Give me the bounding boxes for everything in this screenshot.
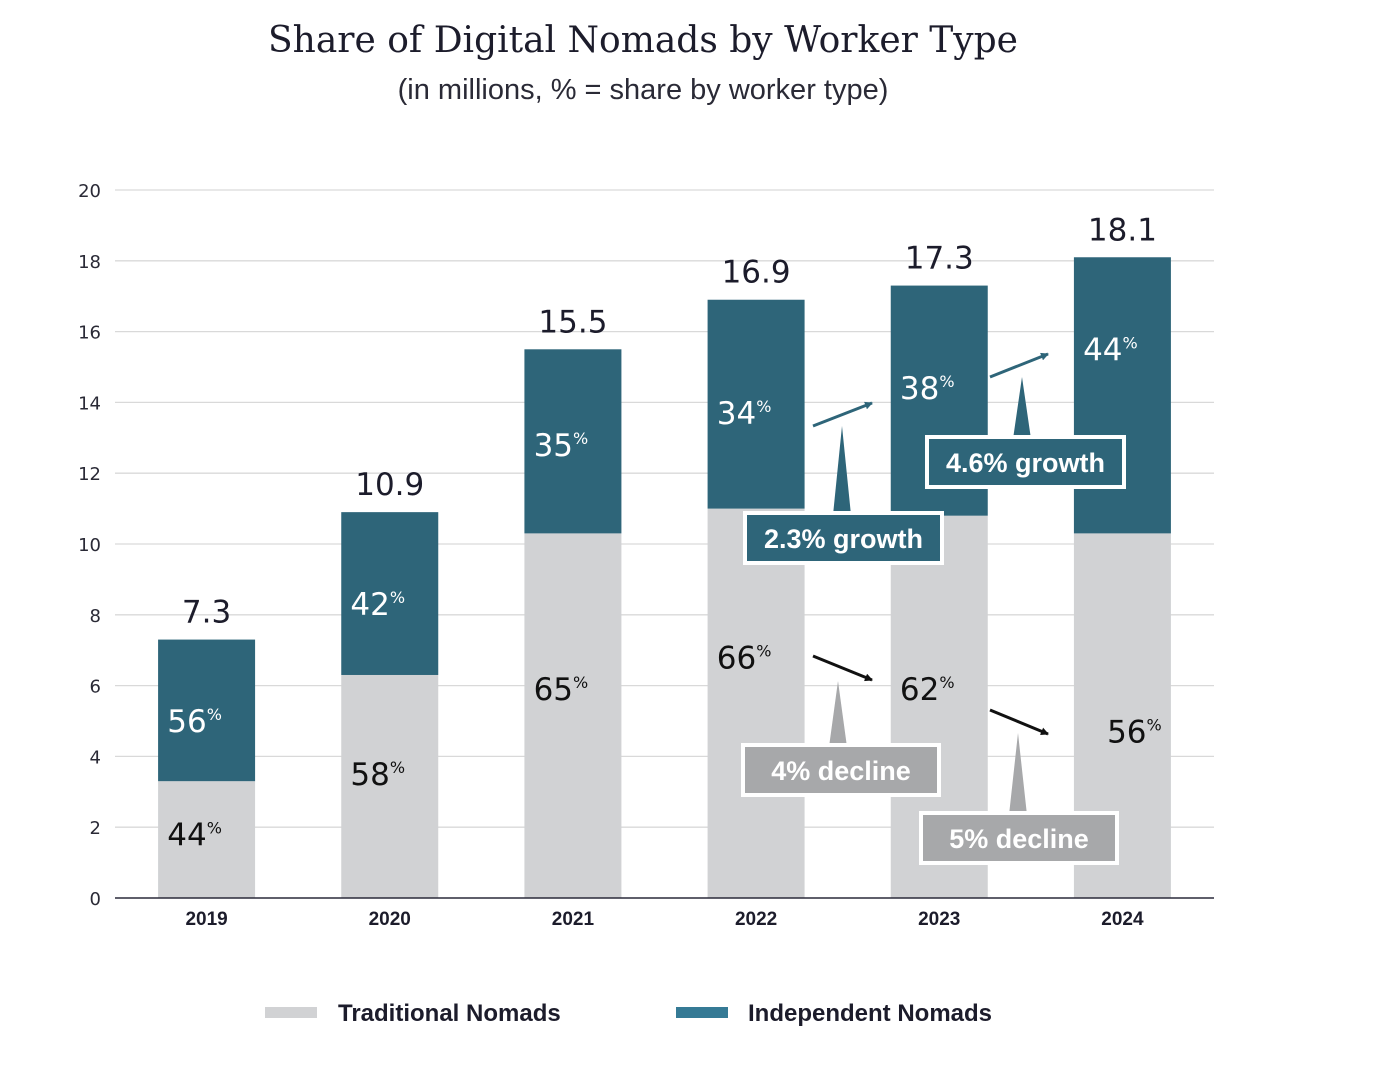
total-label: 10.9	[355, 467, 424, 503]
callout-pointer	[829, 681, 847, 747]
total-label: 7.3	[182, 595, 231, 631]
callout-box	[743, 511, 944, 565]
x-tick-label: 2023	[918, 909, 960, 930]
total-label: 18.1	[1088, 212, 1157, 248]
bar-independent-2019	[158, 639, 256, 782]
growth-callout: 2.3% growth	[743, 426, 944, 565]
decline-callout: 5% decline	[919, 733, 1119, 865]
legend-swatch-independent	[676, 1007, 728, 1018]
chart-title: Share of Digital Nomads by Worker Type	[268, 20, 1018, 61]
y-tick-label: 10	[78, 535, 101, 556]
y-tick-label: 16	[78, 323, 101, 344]
y-tick-label: 20	[78, 181, 101, 202]
x-tick-label: 2022	[735, 909, 777, 930]
x-axis-ticks: 2019 2020 2021 2022 2023 2024	[185, 909, 1144, 930]
bar-traditional-2021	[524, 533, 622, 898]
gridlines	[115, 189, 1214, 828]
y-tick-label: 2	[90, 818, 101, 839]
y-tick-label: 18	[78, 252, 101, 273]
x-tick-label: 2024	[1101, 909, 1144, 930]
growth-callout: 4.6% growth	[925, 377, 1126, 489]
y-tick-label: 12	[78, 464, 101, 485]
callout-text: 4.6% growth	[946, 448, 1105, 478]
y-tick-label: 0	[90, 889, 101, 910]
bar-traditional-2022	[707, 508, 805, 898]
callout-box	[741, 743, 941, 797]
legend-label-independent: Independent Nomads	[748, 1000, 992, 1027]
total-label: 15.5	[538, 304, 607, 340]
decline-arrow	[989, 708, 1049, 736]
chart-subtitle: (in millions, % = share by worker type)	[398, 74, 889, 106]
total-label: 16.9	[722, 255, 791, 291]
y-axis-ticks: 0 2 4 6 8 10 12 14 16 18 20	[78, 181, 101, 910]
annotations: 2.3% growth 4.6% growth 4% decline 5% decli…	[741, 352, 1126, 865]
bar-traditional-2020	[341, 674, 439, 898]
legend-swatch-traditional	[265, 1007, 317, 1018]
bar-independent-2024	[1073, 257, 1171, 534]
x-tick-label: 2019	[185, 909, 227, 930]
callout-box	[919, 811, 1119, 865]
decline-callout: 4% decline	[741, 681, 941, 797]
callout-pointer	[1013, 377, 1031, 439]
callout-pointer	[1009, 733, 1027, 815]
callout-box	[925, 435, 1126, 489]
decline-arrow	[812, 654, 873, 682]
y-tick-label: 14	[78, 393, 101, 414]
percent-label: 62%	[900, 672, 955, 708]
bar-independent-2021	[524, 349, 622, 534]
bar-traditional-2019	[158, 781, 256, 898]
y-tick-label: 4	[90, 747, 101, 768]
legend: Traditional Nomads Independent Nomads	[265, 1000, 992, 1027]
total-label: 17.3	[905, 241, 974, 277]
callout-text: 5% decline	[949, 824, 1089, 854]
bar-independent-2022	[707, 299, 805, 509]
growth-arrow	[812, 401, 873, 428]
y-tick-label: 8	[90, 606, 101, 627]
bar-independent-2020	[341, 512, 439, 675]
legend-label-traditional: Traditional Nomads	[338, 1000, 561, 1027]
y-tick-label: 6	[90, 677, 101, 698]
callout-pointer	[833, 426, 851, 515]
callout-text: 4% decline	[771, 756, 911, 786]
data-labels: 7.310.915.516.9 17.318.144%56%58%42%65%35…	[167, 212, 1161, 853]
callout-text: 2.3% growth	[764, 524, 923, 554]
x-tick-label: 2020	[369, 909, 411, 930]
x-tick-label: 2021	[552, 909, 595, 930]
growth-arrow	[989, 352, 1049, 379]
